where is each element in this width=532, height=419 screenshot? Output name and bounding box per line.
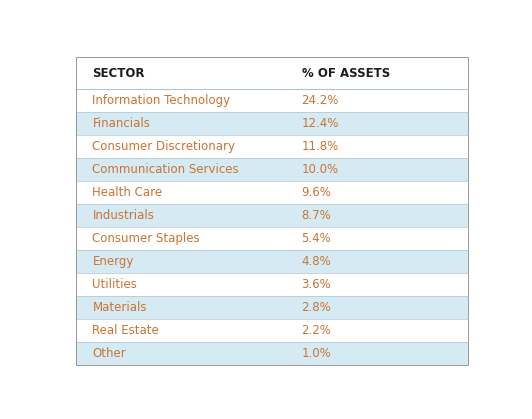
Text: 8.7%: 8.7% xyxy=(302,209,331,222)
Text: Energy: Energy xyxy=(93,255,134,268)
Bar xyxy=(77,227,469,250)
Text: 2.8%: 2.8% xyxy=(302,301,331,314)
Text: 11.8%: 11.8% xyxy=(302,140,339,153)
Bar xyxy=(77,89,469,112)
Text: 1.0%: 1.0% xyxy=(302,347,331,360)
Text: 3.6%: 3.6% xyxy=(302,278,331,291)
Text: 24.2%: 24.2% xyxy=(302,94,339,107)
Bar xyxy=(77,319,469,342)
Text: 5.4%: 5.4% xyxy=(302,232,331,245)
Bar xyxy=(77,296,469,319)
Bar xyxy=(77,158,469,181)
Bar xyxy=(77,135,469,158)
Bar xyxy=(77,112,469,135)
Bar xyxy=(77,58,469,89)
Text: Utilities: Utilities xyxy=(93,278,137,291)
Text: 10.0%: 10.0% xyxy=(302,163,339,176)
Text: Industrials: Industrials xyxy=(93,209,154,222)
Text: Information Technology: Information Technology xyxy=(93,94,230,107)
Bar xyxy=(77,250,469,273)
Bar xyxy=(77,342,469,365)
Text: 12.4%: 12.4% xyxy=(302,117,339,130)
Text: 2.2%: 2.2% xyxy=(302,324,331,337)
Text: 9.6%: 9.6% xyxy=(302,186,331,199)
Text: Communication Services: Communication Services xyxy=(93,163,239,176)
Text: Health Care: Health Care xyxy=(93,186,163,199)
Text: Real Estate: Real Estate xyxy=(93,324,159,337)
Text: Financials: Financials xyxy=(93,117,151,130)
Bar xyxy=(77,204,469,227)
Text: Other: Other xyxy=(93,347,126,360)
Text: 4.8%: 4.8% xyxy=(302,255,331,268)
Bar xyxy=(77,273,469,296)
Text: Materials: Materials xyxy=(93,301,147,314)
Text: SECTOR: SECTOR xyxy=(93,67,145,80)
Text: Consumer Discretionary: Consumer Discretionary xyxy=(93,140,236,153)
Text: Consumer Staples: Consumer Staples xyxy=(93,232,200,245)
Bar xyxy=(77,181,469,204)
Text: % OF ASSETS: % OF ASSETS xyxy=(302,67,390,80)
